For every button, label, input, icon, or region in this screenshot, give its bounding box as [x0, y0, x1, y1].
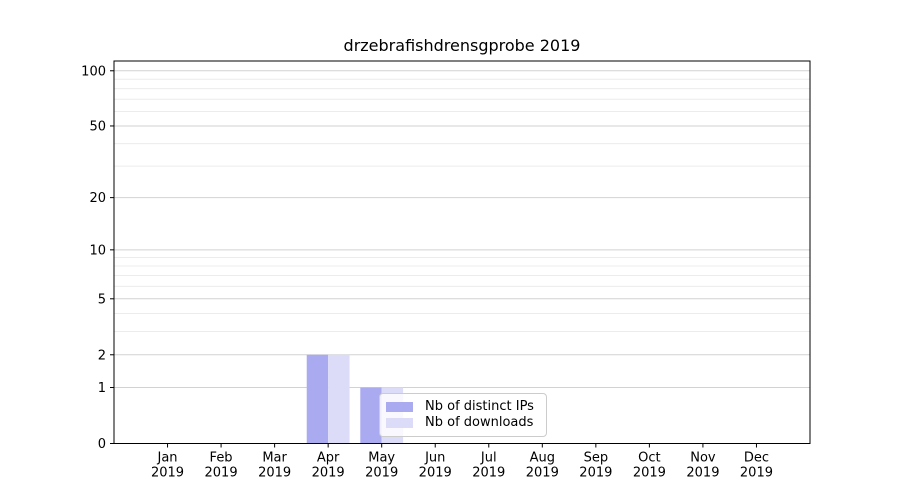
legend-label-distinct-ips: Nb of distinct IPs [425, 399, 534, 414]
x-tick-label-month: May [368, 451, 395, 466]
y-tick-label: 20 [89, 191, 106, 206]
y-tick-label: 50 [89, 119, 106, 134]
plot-border [113, 60, 811, 444]
x-tick-label-year: 2019 [686, 466, 719, 481]
x-tick-label-month: Aug [530, 451, 555, 466]
x-tick-label-month: Feb [210, 451, 233, 466]
x-tick-label-month: Sep [584, 451, 609, 466]
x-tick-label-month: Mar [262, 451, 287, 466]
y-tick-label: 100 [81, 64, 106, 79]
x-tick-label-year: 2019 [258, 466, 291, 481]
x-tick-label-month: Jul [480, 451, 497, 466]
x-tick-label-year: 2019 [205, 466, 238, 481]
x-tick-label-month: Oct [638, 451, 660, 466]
legend-label-downloads: Nb of downloads [425, 415, 534, 430]
chart-title: drzebrafishdrensgprobe 2019 [343, 36, 581, 55]
x-tick-label-year: 2019 [579, 466, 612, 481]
y-tick-label: 0 [98, 437, 106, 452]
legend-swatch-distinct-ips [386, 402, 413, 412]
x-tick-label-month: Jan [157, 451, 178, 466]
x-tick-label-year: 2019 [312, 466, 345, 481]
x-tick-label-month: Apr [317, 451, 340, 466]
y-tick-label: 10 [89, 243, 106, 258]
x-tick-label-year: 2019 [740, 466, 773, 481]
bar-distinct-ips-apr [306, 354, 329, 444]
x-tick-label-month: Jun [424, 451, 445, 466]
x-tick-label-year: 2019 [526, 466, 559, 481]
legend: Nb of distinct IPs Nb of downloads [379, 393, 547, 437]
x-tick-label-month: Dec [744, 451, 769, 466]
legend-item-distinct-ips: Nb of distinct IPs [386, 399, 540, 415]
bar-distinct-ips-may [360, 387, 382, 444]
y-tick-label: 1 [98, 381, 106, 396]
x-tick-label-year: 2019 [151, 466, 184, 481]
x-tick-label-year: 2019 [365, 466, 398, 481]
x-tick-label-year: 2019 [472, 466, 505, 481]
x-tick-label-year: 2019 [633, 466, 666, 481]
x-tick-label-year: 2019 [419, 466, 452, 481]
y-tick-label: 5 [98, 292, 106, 307]
x-tick-label-month: Nov [690, 451, 716, 466]
legend-item-downloads: Nb of downloads [386, 415, 540, 431]
y-tick-label: 2 [98, 348, 106, 363]
legend-swatch-downloads [386, 418, 413, 428]
bar-downloads-apr [328, 354, 350, 444]
